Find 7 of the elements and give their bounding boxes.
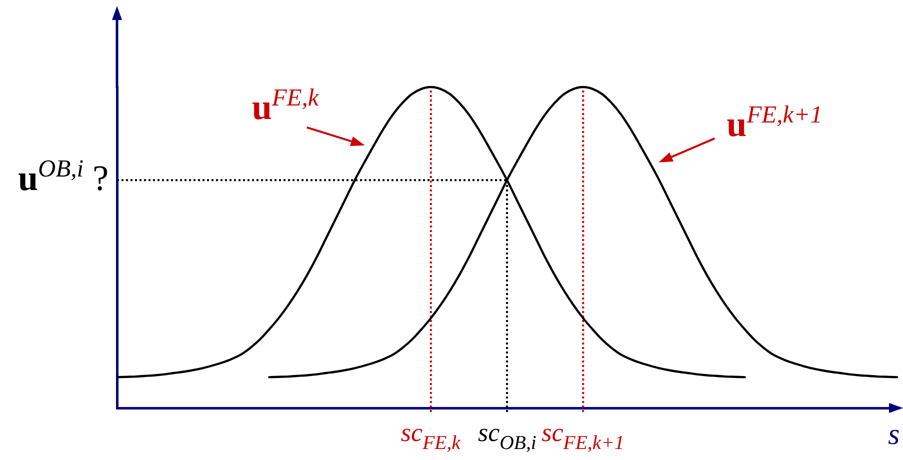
x-axis-title: s: [888, 418, 900, 451]
series-label: u$^{FE,k}$: [252, 84, 319, 128]
x-tick-label: sc$_{FE,k+1}$: [542, 418, 624, 454]
text: u$^{FE,k+1}$: [726, 102, 822, 144]
ref-line-label: u$^{OB,i}$ ?: [18, 156, 109, 198]
x-tick-label: sc$_{FE,k}$: [400, 418, 460, 454]
x-tick-label: sc$_{OB,i}$: [478, 418, 536, 454]
